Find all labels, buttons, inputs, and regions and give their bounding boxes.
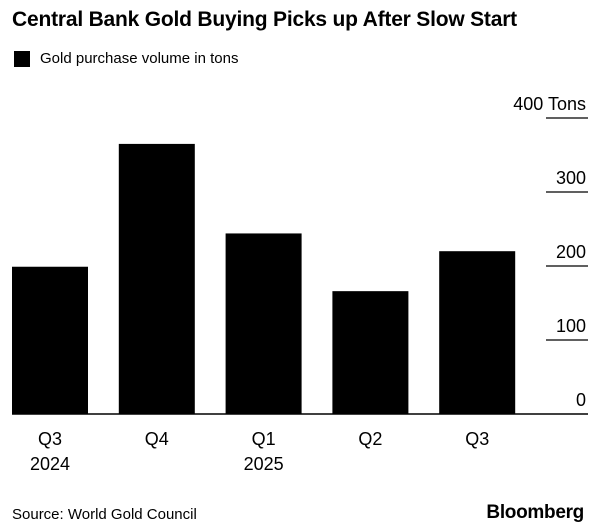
y-tick-label: 400 Tons [513, 94, 586, 114]
y-tick-label: 300 [556, 168, 586, 188]
x-tick-label: Q1 [252, 429, 276, 449]
chart-title: Central Bank Gold Buying Picks up After … [12, 8, 517, 31]
legend-label: Gold purchase volume in tons [40, 50, 239, 67]
y-tick-label: 0 [576, 390, 586, 410]
x-tick-year-label: 2024 [30, 454, 70, 474]
bar [439, 251, 516, 414]
legend: Gold purchase volume in tons [14, 50, 238, 67]
bar [225, 233, 302, 414]
x-tick-label: Q4 [145, 429, 169, 449]
source-note: Source: World Gold Council [12, 506, 197, 523]
x-tick-label: Q3 [465, 429, 489, 449]
bar [118, 143, 195, 414]
x-tick-label: Q2 [358, 429, 382, 449]
bar [12, 266, 88, 414]
legend-swatch [14, 50, 30, 67]
x-tick-label: Q3 [38, 429, 62, 449]
y-tick-label: 200 [556, 242, 586, 262]
x-tick-year-label: 2025 [244, 454, 284, 474]
bloomberg-logo: Bloomberg [486, 502, 584, 523]
bar [332, 291, 409, 414]
y-tick-label: 100 [556, 316, 586, 336]
